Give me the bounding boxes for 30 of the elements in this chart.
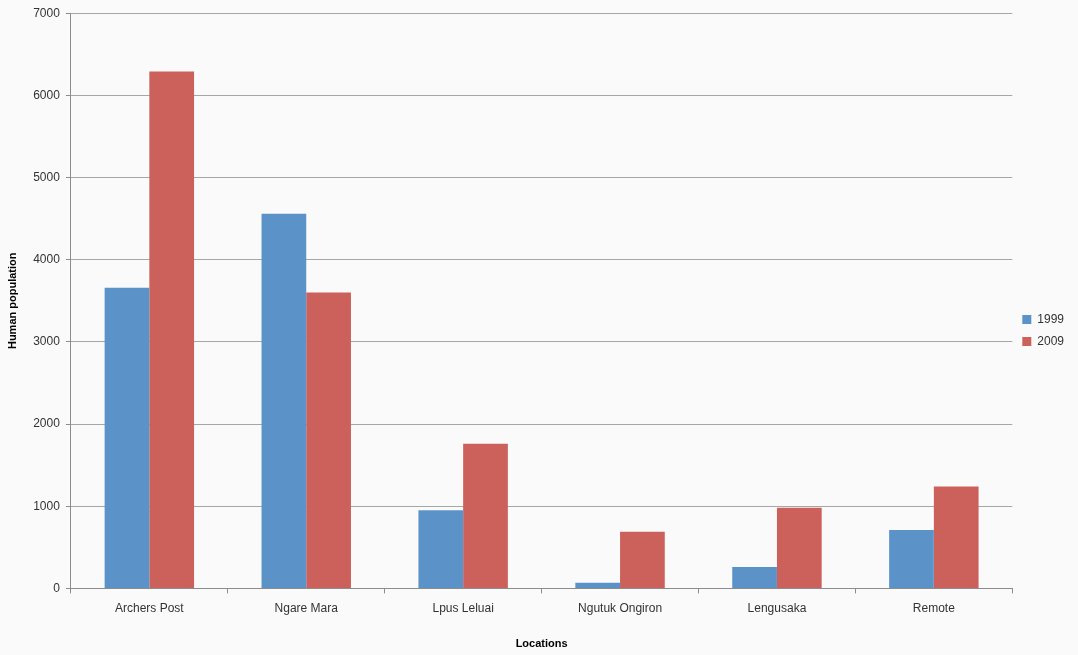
legend-label: 2009 — [1037, 333, 1065, 348]
y-tick-label: 1000 — [33, 498, 61, 513]
legend-label: 1999 — [1037, 311, 1065, 326]
bar — [620, 531, 665, 588]
x-tick-label: Archers Post — [114, 600, 185, 615]
y-tick-label: 3000 — [33, 334, 61, 349]
x-tick-label: Ngare Mara — [274, 600, 339, 615]
x-tick-label: Lengusaka — [747, 600, 807, 615]
x-tick-label: Ngutuk Ongiron — [578, 600, 663, 615]
bar — [104, 287, 150, 588]
y-tick-label: 5000 — [33, 169, 61, 184]
bar — [418, 510, 464, 588]
bar — [933, 486, 979, 588]
bar — [575, 582, 621, 588]
y-tick-label: 4000 — [33, 252, 61, 267]
y-tick-label: 0 — [53, 580, 61, 595]
bar — [732, 567, 777, 588]
y-tick-label: 6000 — [33, 87, 61, 102]
bar — [463, 443, 508, 588]
bar — [889, 530, 934, 588]
x-axis-title: Locations — [515, 637, 568, 650]
bar — [149, 71, 195, 588]
y-tick-label: 2000 — [33, 416, 61, 431]
bar — [776, 507, 822, 588]
bar — [261, 213, 307, 588]
bar — [306, 292, 351, 588]
y-axis-title: Human population — [5, 252, 18, 350]
x-tick-label: Lpus Leluai — [432, 600, 494, 615]
y-tick-label: 7000 — [33, 5, 61, 20]
x-tick-label: Remote — [912, 600, 956, 615]
